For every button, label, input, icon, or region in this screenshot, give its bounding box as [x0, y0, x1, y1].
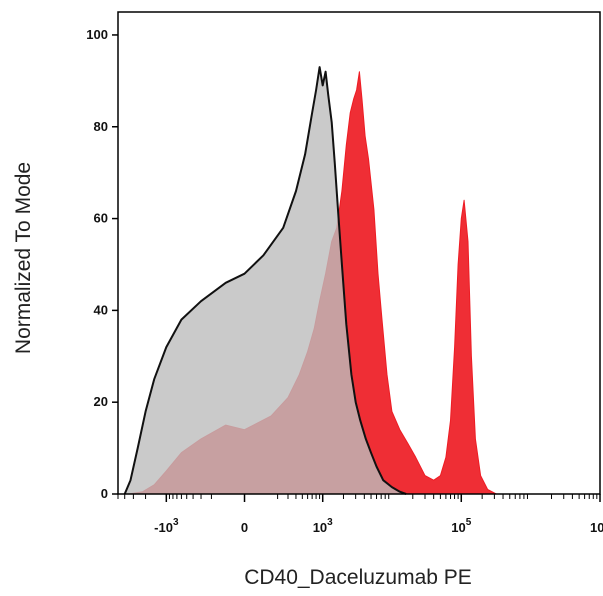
x-tick-label: 105: [451, 517, 471, 535]
x-tick-label: 107: [590, 517, 603, 535]
y-tick-label: 20: [94, 394, 108, 409]
y-tick-label: 0: [101, 486, 108, 501]
plot-frame: [117, 11, 601, 495]
x-tick-label: 0: [241, 520, 248, 535]
y-tick-label: 100: [86, 27, 108, 42]
x-tick-label: -103: [154, 517, 179, 535]
axes: 0 20 40 60 80 100 -103 0 103 105 107: [86, 11, 603, 535]
y-tick-label: 80: [94, 119, 108, 134]
x-axis-title: CD40_Daceluzumab PE: [244, 566, 472, 589]
histogram-areas: [123, 66, 497, 495]
y-tick-label: 60: [94, 211, 108, 226]
histogram-outline-2: [123, 66, 407, 495]
histogram-area-2: [124, 67, 407, 494]
y-axis-title: Normalized To Mode: [12, 162, 35, 354]
x-tick-label: 103: [313, 517, 333, 535]
y-tick-label: 40: [94, 302, 108, 317]
